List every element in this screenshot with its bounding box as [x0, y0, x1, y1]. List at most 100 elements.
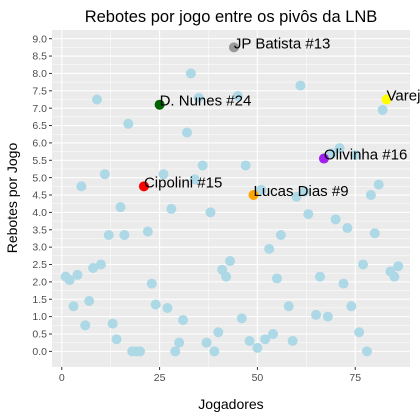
x-axis-ticks: 0 25 50 75	[59, 367, 361, 384]
x-tick-label: 50	[252, 372, 264, 384]
data-point	[158, 169, 169, 180]
data-point	[338, 278, 349, 289]
y-axis-title: Rebotes por Jogo	[4, 143, 20, 254]
data-point	[119, 229, 130, 240]
y-tick-label: 7.0	[32, 103, 47, 115]
data-point	[111, 334, 122, 345]
point-label: JP Batista #13	[234, 35, 330, 52]
data-point	[181, 127, 192, 138]
data-point	[256, 184, 267, 195]
x-tick-label: 75	[349, 372, 361, 384]
data-point	[146, 278, 157, 289]
highlighted-point	[228, 42, 239, 53]
y-tick-label: 0.5	[32, 329, 47, 341]
data-point	[76, 181, 87, 192]
y-tick-label: 3.0	[32, 242, 47, 254]
data-point	[322, 311, 333, 322]
point-label: Olivinha #16	[324, 147, 407, 164]
data-point	[369, 228, 380, 239]
data-point	[88, 262, 99, 273]
data-point	[326, 148, 337, 159]
data-point	[303, 209, 314, 220]
data-point	[162, 302, 173, 313]
data-point	[221, 271, 232, 282]
data-point	[209, 346, 220, 357]
y-tick-label: 4.0	[32, 207, 47, 219]
y-tick-label: 6.0	[32, 138, 47, 150]
data-point	[260, 334, 271, 345]
highlighted-point	[248, 190, 259, 201]
y-tick-label: 9.0	[32, 33, 47, 45]
data-point	[95, 259, 106, 270]
data-point	[358, 259, 369, 270]
x-tick-label: 0	[59, 372, 65, 384]
data-point	[287, 335, 298, 346]
highlighted-point	[381, 94, 392, 105]
y-tick-label: 7.5	[32, 85, 47, 97]
point-label: Cipolini #15	[144, 174, 222, 191]
data-point	[64, 275, 75, 286]
y-tick-label: 5.5	[32, 155, 47, 167]
y-tick-label: 8.0	[32, 68, 47, 80]
chart-title: Rebotes por jogo entre os pivôs da LNB	[85, 8, 378, 26]
data-point	[232, 91, 243, 102]
data-point	[291, 191, 302, 202]
y-tick-label: 3.5	[32, 224, 47, 236]
point-label: Lucas Dias #9	[253, 183, 348, 200]
y-tick-label: 5.0	[32, 172, 47, 184]
data-point	[330, 214, 341, 225]
y-tick-label: 1.0	[32, 311, 47, 323]
data-point	[84, 295, 95, 306]
data-point	[166, 203, 177, 214]
data-point	[361, 346, 372, 357]
point-label: Varejão #17	[387, 87, 420, 104]
data-point	[68, 301, 79, 312]
data-point	[193, 92, 204, 103]
data-point	[264, 243, 275, 254]
data-point	[170, 346, 181, 357]
data-point	[393, 261, 404, 272]
data-point	[299, 186, 310, 197]
data-point	[205, 207, 216, 218]
y-tick-label: 0.0	[32, 346, 47, 358]
highlighted-point	[318, 153, 329, 164]
y-tick-label: 1.5	[32, 294, 47, 306]
data-point	[174, 337, 185, 348]
x-axis-title: Jogadores	[198, 396, 263, 412]
data-point	[142, 226, 153, 237]
data-point	[80, 320, 91, 331]
data-point	[135, 346, 146, 357]
data-point	[283, 301, 294, 312]
data-point	[99, 169, 110, 180]
data-point	[225, 256, 236, 267]
data-point	[350, 150, 361, 161]
data-point	[377, 104, 388, 115]
data-point	[236, 313, 247, 324]
data-point	[72, 269, 83, 280]
grid-minor	[52, 30, 410, 367]
data-point	[354, 327, 365, 338]
data-point	[252, 342, 263, 353]
data-point	[244, 335, 255, 346]
data-point	[271, 273, 282, 284]
data-point	[268, 328, 279, 339]
y-tick-label: 2.5	[32, 259, 47, 271]
data-point	[275, 229, 286, 240]
data-point	[365, 190, 376, 201]
data-points	[60, 42, 404, 357]
data-point	[373, 179, 384, 190]
data-point	[213, 327, 224, 338]
y-tick-label: 8.5	[32, 51, 47, 63]
highlighted-point	[138, 181, 149, 192]
y-axis-ticks: 0.0 0.5 1.0 1.5 2.0 2.5 3.0 3.5 4.0 4.5 5.0 5.5 6.0 6…	[32, 33, 52, 358]
data-point	[115, 202, 126, 213]
data-point	[346, 301, 357, 312]
y-tick-label: 2.0	[32, 276, 47, 288]
data-point	[201, 337, 212, 348]
data-point	[150, 299, 161, 310]
grid-major	[52, 30, 410, 367]
data-point	[91, 94, 102, 105]
data-point	[107, 318, 118, 329]
data-point	[103, 229, 114, 240]
